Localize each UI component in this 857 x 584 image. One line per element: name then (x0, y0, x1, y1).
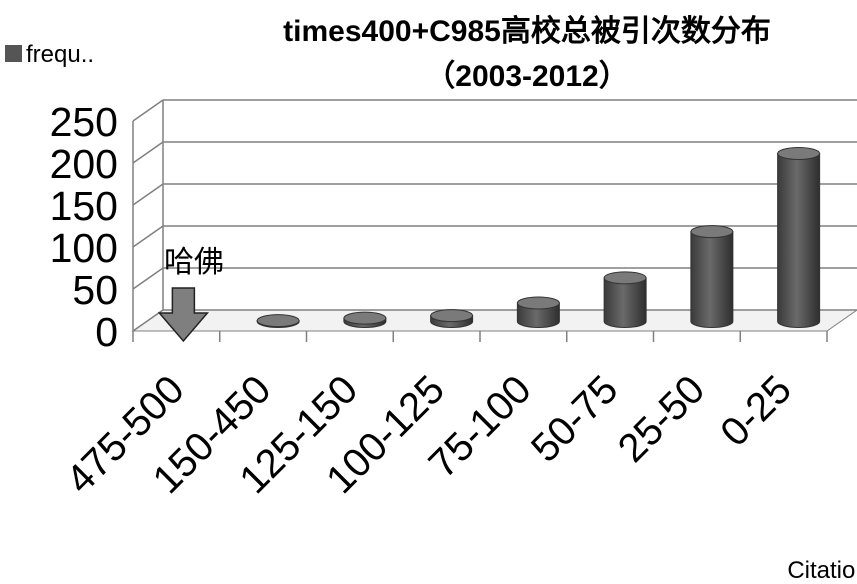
y-tick-label: 150 (50, 183, 118, 229)
y-tick-label: 100 (50, 225, 118, 271)
floor (131, 309, 857, 332)
x-tick-label: 0-25 (712, 367, 800, 455)
bar (690, 231, 734, 328)
gridline-side (132, 99, 164, 122)
bar-top (603, 271, 647, 285)
y-tick-label: 0 (95, 309, 118, 355)
bar-top (516, 296, 560, 310)
bar-top (343, 311, 387, 325)
legend: frequ.. (5, 41, 94, 68)
x-tick-label: 50-75 (523, 367, 626, 470)
gridline-side (132, 309, 164, 332)
chart-subtitle: （2003-2012） (425, 59, 628, 93)
bar-top (777, 147, 821, 160)
y-tick-label: 200 (50, 141, 118, 187)
annotation-arrow (157, 287, 210, 343)
legend-swatch (5, 45, 22, 62)
bar-top (430, 309, 474, 323)
chart-title: times400+C985高校总被引次数分布 (283, 14, 771, 48)
bar (603, 277, 647, 328)
gridline-side (132, 267, 164, 290)
gridline-side (132, 225, 164, 248)
gridline-side (132, 141, 164, 164)
bar (777, 153, 821, 328)
y-tick-label: 250 (50, 99, 118, 145)
bar-top (256, 314, 300, 328)
bar-top (690, 225, 734, 239)
legend-label: frequ.. (26, 41, 94, 68)
gridline-side (132, 183, 164, 206)
x-tick-label: 25-50 (610, 367, 713, 470)
x-axis-label: Citation (787, 557, 857, 584)
plot-area: 050100150200250475-500150-450125-150100-… (50, 99, 857, 502)
annotation-label: 哈佛 (164, 245, 224, 280)
bar (516, 302, 560, 328)
y-tick-label: 50 (72, 267, 118, 313)
